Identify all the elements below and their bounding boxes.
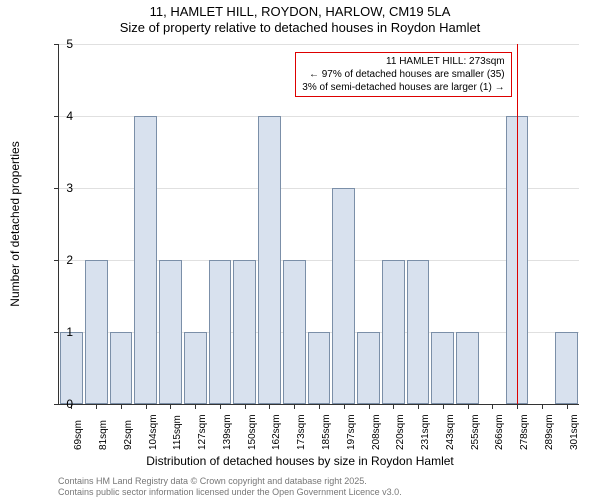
x-tick-label: 139sqm	[222, 414, 233, 450]
x-tick-mark	[492, 404, 493, 409]
x-axis-label: Distribution of detached houses by size …	[0, 454, 600, 468]
x-tick-label: 104sqm	[148, 414, 159, 450]
histogram-bar	[209, 260, 232, 404]
x-tick-label: 208sqm	[371, 414, 382, 450]
x-tick-mark	[319, 404, 320, 409]
x-tick-label: 92sqm	[123, 420, 134, 450]
annotation-line: 11 HAMLET HILL: 273sqm	[302, 55, 504, 68]
footer-line2: Contains public sector information licen…	[58, 487, 402, 498]
histogram-bar	[332, 188, 355, 404]
histogram-bar	[407, 260, 430, 404]
histogram-bar	[159, 260, 182, 404]
plot-area	[58, 44, 579, 405]
annotation-box: 11 HAMLET HILL: 273sqm← 97% of detached …	[295, 52, 511, 97]
x-tick-label: 301sqm	[569, 414, 580, 450]
histogram-bar	[258, 116, 281, 404]
x-tick-mark	[517, 404, 518, 409]
histogram-bar	[110, 332, 133, 404]
x-tick-mark	[170, 404, 171, 409]
chart-container: 11, HAMLET HILL, ROYDON, HARLOW, CM19 5L…	[0, 0, 600, 500]
x-tick-mark	[443, 404, 444, 409]
y-tick-label: 2	[53, 253, 73, 267]
grid-line	[59, 44, 579, 45]
x-tick-label: 243sqm	[445, 414, 456, 450]
x-tick-label: 81sqm	[98, 420, 109, 450]
x-tick-label: 266sqm	[494, 414, 505, 450]
footer-line1: Contains HM Land Registry data © Crown c…	[58, 476, 402, 487]
x-tick-mark	[468, 404, 469, 409]
y-tick-label: 3	[53, 181, 73, 195]
x-tick-label: 278sqm	[519, 414, 530, 450]
histogram-bar	[85, 260, 108, 404]
histogram-bar	[184, 332, 207, 404]
histogram-bar	[431, 332, 454, 404]
histogram-bar	[134, 116, 157, 404]
y-axis-label: Number of detached properties	[8, 141, 22, 306]
histogram-bar	[456, 332, 479, 404]
x-tick-mark	[96, 404, 97, 409]
x-tick-label: 255sqm	[470, 414, 481, 450]
x-tick-label: 115sqm	[172, 415, 183, 450]
histogram-bar	[233, 260, 256, 404]
y-tick-label: 1	[53, 325, 73, 339]
y-tick-label: 0	[53, 397, 73, 411]
x-tick-mark	[121, 404, 122, 409]
x-tick-mark	[195, 404, 196, 409]
x-tick-label: 162sqm	[271, 414, 282, 450]
x-tick-label: 231sqm	[420, 414, 431, 450]
x-tick-mark	[393, 404, 394, 409]
x-tick-label: 127sqm	[197, 414, 208, 450]
x-tick-label: 173sqm	[296, 414, 307, 450]
histogram-bar	[382, 260, 405, 404]
annotation-line: ← 97% of detached houses are smaller (35…	[302, 68, 504, 81]
x-tick-mark	[418, 404, 419, 409]
x-tick-mark	[245, 404, 246, 409]
x-tick-mark	[146, 404, 147, 409]
chart-title-main: 11, HAMLET HILL, ROYDON, HARLOW, CM19 5L…	[0, 4, 600, 19]
x-tick-mark	[294, 404, 295, 409]
x-tick-label: 150sqm	[247, 414, 258, 450]
x-tick-mark	[542, 404, 543, 409]
x-tick-mark	[369, 404, 370, 409]
x-tick-mark	[567, 404, 568, 409]
histogram-bar	[555, 332, 578, 404]
y-tick-label: 5	[53, 37, 73, 51]
x-tick-label: 69sqm	[73, 420, 84, 450]
x-tick-label: 197sqm	[346, 414, 357, 450]
chart-title-sub: Size of property relative to detached ho…	[0, 20, 600, 35]
annotation-line: 3% of semi-detached houses are larger (1…	[302, 81, 504, 94]
x-tick-mark	[344, 404, 345, 409]
footer-text: Contains HM Land Registry data © Crown c…	[58, 476, 402, 498]
histogram-bar	[60, 332, 83, 404]
x-tick-label: 185sqm	[321, 414, 332, 450]
marker-line	[517, 44, 518, 404]
histogram-bar	[283, 260, 306, 404]
histogram-bar	[357, 332, 380, 404]
y-tick-label: 4	[53, 109, 73, 123]
x-tick-label: 220sqm	[395, 414, 406, 450]
x-tick-label: 289sqm	[544, 414, 555, 450]
histogram-bar	[308, 332, 331, 404]
x-tick-mark	[220, 404, 221, 409]
x-tick-mark	[269, 404, 270, 409]
